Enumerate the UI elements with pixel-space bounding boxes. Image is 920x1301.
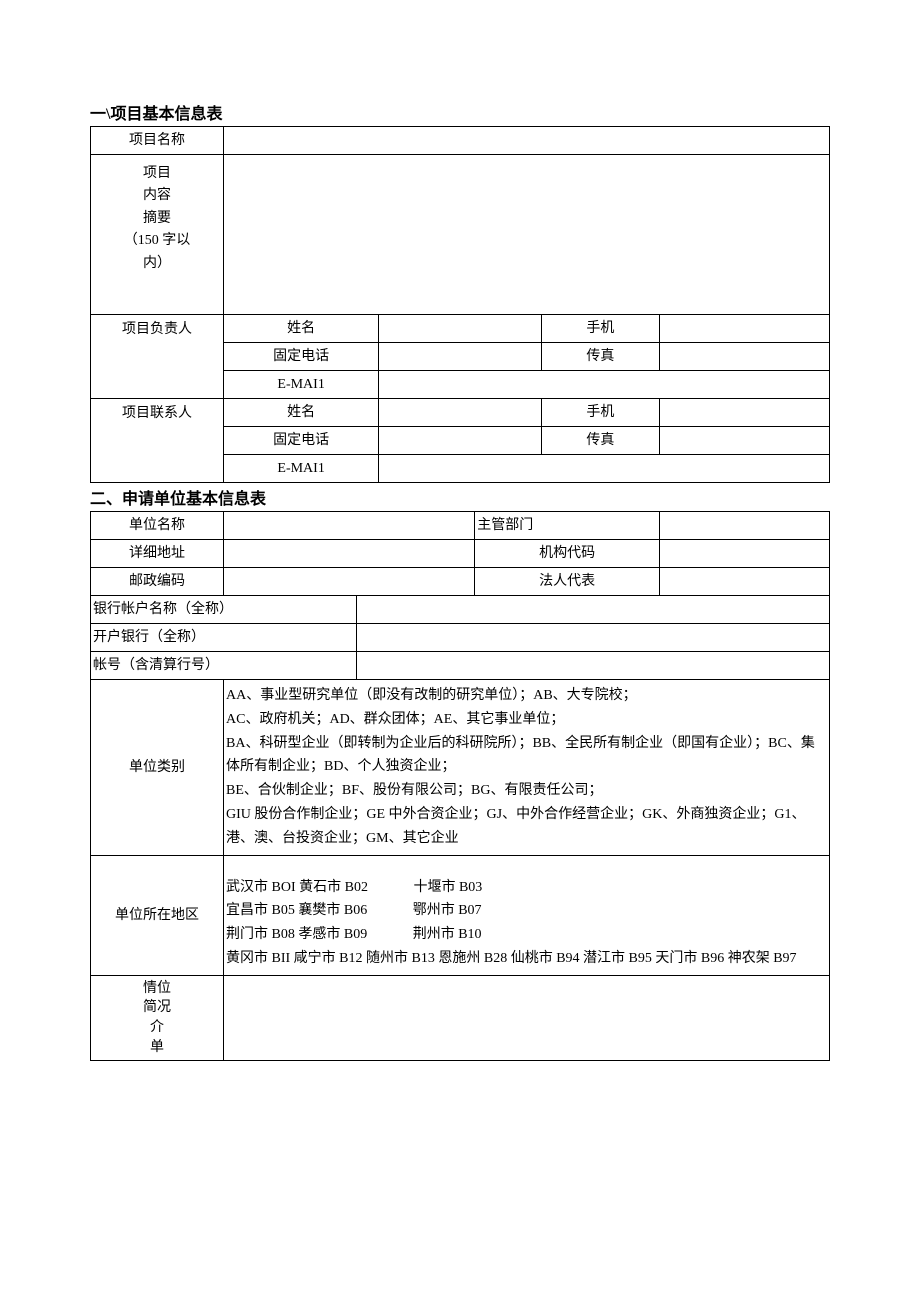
value-contact-name <box>379 399 542 427</box>
value-leader-name <box>379 315 542 343</box>
label-name: 姓名 <box>224 315 379 343</box>
value-bank-account <box>357 596 830 624</box>
table-row: 情位 简况 介 单 <box>91 975 830 1060</box>
table-row: 项目负责人 姓名 手机 <box>91 315 830 343</box>
value-bank-name <box>357 624 830 652</box>
label-address: 详细地址 <box>91 540 224 568</box>
table-applicant-info: 单位名称 主管部门 详细地址 机构代码 邮政编码 法人代表 银行帐户名称（全称）… <box>90 511 830 1061</box>
table-row: 开户银行（全称） <box>91 624 830 652</box>
value-unit-intro <box>224 975 830 1060</box>
label-unit-intro: 情位 简况 介 单 <box>91 975 224 1060</box>
value-contact-mobile <box>660 399 830 427</box>
label-org-code: 机构代码 <box>475 540 660 568</box>
table-row: 银行帐户名称（全称） <box>91 596 830 624</box>
value-postcode <box>224 568 475 596</box>
section2-title: 二、申请单位基本信息表 <box>90 485 830 509</box>
label-phone: 固定电话 <box>224 427 379 455</box>
table-row: 帐号（含清算行号） <box>91 652 830 680</box>
label-project-summary: 项目 内容 摘要 （150 字以 内） <box>91 155 224 315</box>
value-leader-fax <box>660 343 830 371</box>
label-unit-type: 单位类别 <box>91 680 224 856</box>
value-leader-phone <box>379 343 542 371</box>
value-project-name <box>224 127 830 155</box>
value-dept <box>660 512 830 540</box>
value-account-no <box>357 652 830 680</box>
label-project-name: 项目名称 <box>91 127 224 155</box>
label-mobile: 手机 <box>541 315 659 343</box>
label-bank-name: 开户银行（全称） <box>91 624 357 652</box>
table-row: 单位类别 AA、事业型研究单位（即没有改制的研究单位）；AB、大专院校； AC、… <box>91 680 830 856</box>
value-org-code <box>660 540 830 568</box>
label-fax: 传真 <box>541 427 659 455</box>
table-row: 项目名称 <box>91 127 830 155</box>
table-row: 单位名称 主管部门 <box>91 512 830 540</box>
value-contact-phone <box>379 427 542 455</box>
value-unit-name <box>224 512 475 540</box>
label-phone: 固定电话 <box>224 343 379 371</box>
label-email: E-MAI1 <box>224 371 379 399</box>
table-row: 项目 内容 摘要 （150 字以 内） <box>91 155 830 315</box>
value-contact-fax <box>660 427 830 455</box>
label-postcode: 邮政编码 <box>91 568 224 596</box>
value-legal-rep <box>660 568 830 596</box>
label-unit-name: 单位名称 <box>91 512 224 540</box>
label-account-no: 帐号（含清算行号） <box>91 652 357 680</box>
value-leader-email <box>379 371 830 399</box>
label-email: E-MAI1 <box>224 455 379 483</box>
table-row: 邮政编码 法人代表 <box>91 568 830 596</box>
label-fax: 传真 <box>541 343 659 371</box>
table-row: 单位所在地区 武汉市 BOI 黄石市 B02 十堰市 B03 宜昌市 B05 襄… <box>91 855 830 975</box>
label-unit-location: 单位所在地区 <box>91 855 224 975</box>
value-contact-email <box>379 455 830 483</box>
table-project-info: 项目名称 项目 内容 摘要 （150 字以 内） 项目负责人 姓名 手机 固定电… <box>90 126 830 483</box>
label-legal-rep: 法人代表 <box>475 568 660 596</box>
table-row: 详细地址 机构代码 <box>91 540 830 568</box>
label-dept: 主管部门 <box>475 512 660 540</box>
value-project-summary <box>224 155 830 315</box>
section1-title: 一\项目基本信息表 <box>90 100 830 124</box>
label-name: 姓名 <box>224 399 379 427</box>
label-mobile: 手机 <box>541 399 659 427</box>
label-bank-account: 银行帐户名称（全称） <box>91 596 357 624</box>
label-project-leader: 项目负责人 <box>91 315 224 399</box>
value-unit-type: AA、事业型研究单位（即没有改制的研究单位）；AB、大专院校； AC、政府机关；… <box>224 680 830 856</box>
label-project-contact: 项目联系人 <box>91 399 224 483</box>
value-unit-location: 武汉市 BOI 黄石市 B02 十堰市 B03 宜昌市 B05 襄樊市 B06 … <box>224 855 830 975</box>
value-leader-mobile <box>660 315 830 343</box>
value-address <box>224 540 475 568</box>
table-row: 项目联系人 姓名 手机 <box>91 399 830 427</box>
